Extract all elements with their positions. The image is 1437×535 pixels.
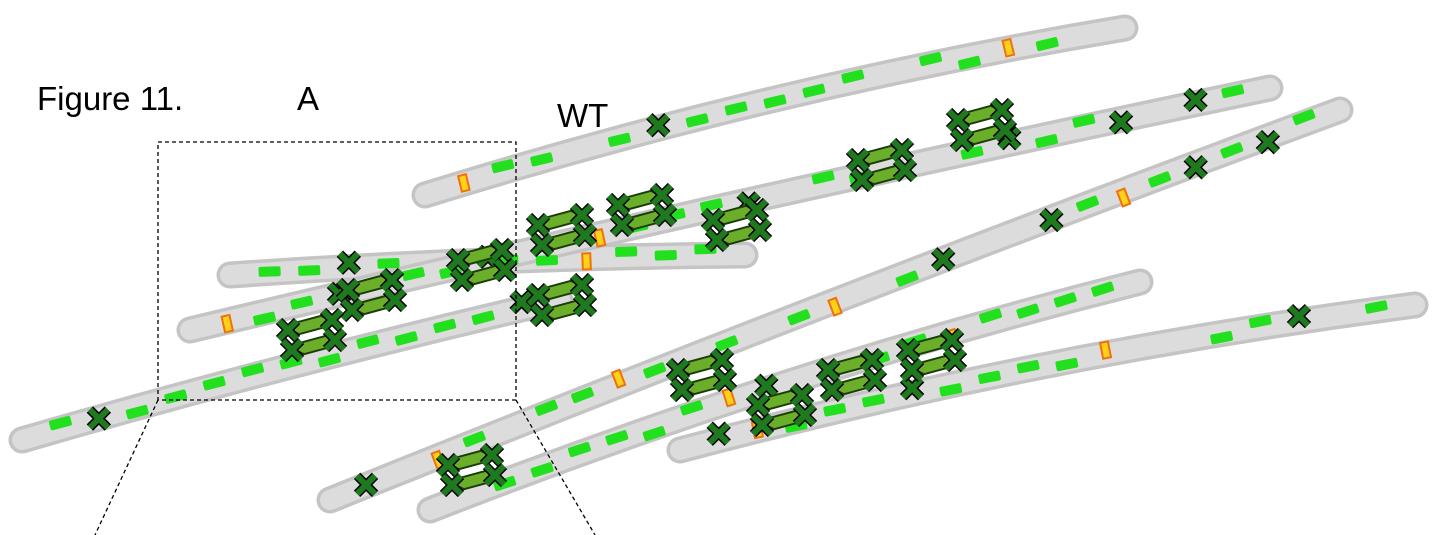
green-segment — [258, 266, 280, 277]
orange-marker — [1100, 341, 1111, 358]
panel-label: A — [297, 80, 319, 117]
figure-label: Figure 11. — [37, 80, 183, 117]
orange-marker — [582, 253, 591, 269]
green-segment — [655, 250, 677, 261]
figure: Figure 11. A WT — [0, 0, 1437, 535]
green-segment — [615, 246, 637, 257]
condition-label: WT — [557, 97, 608, 134]
green-segment — [377, 258, 399, 269]
green-segment — [298, 265, 320, 276]
diagram: Figure 11. A WT — [0, 0, 1437, 535]
green-segment — [536, 255, 558, 266]
